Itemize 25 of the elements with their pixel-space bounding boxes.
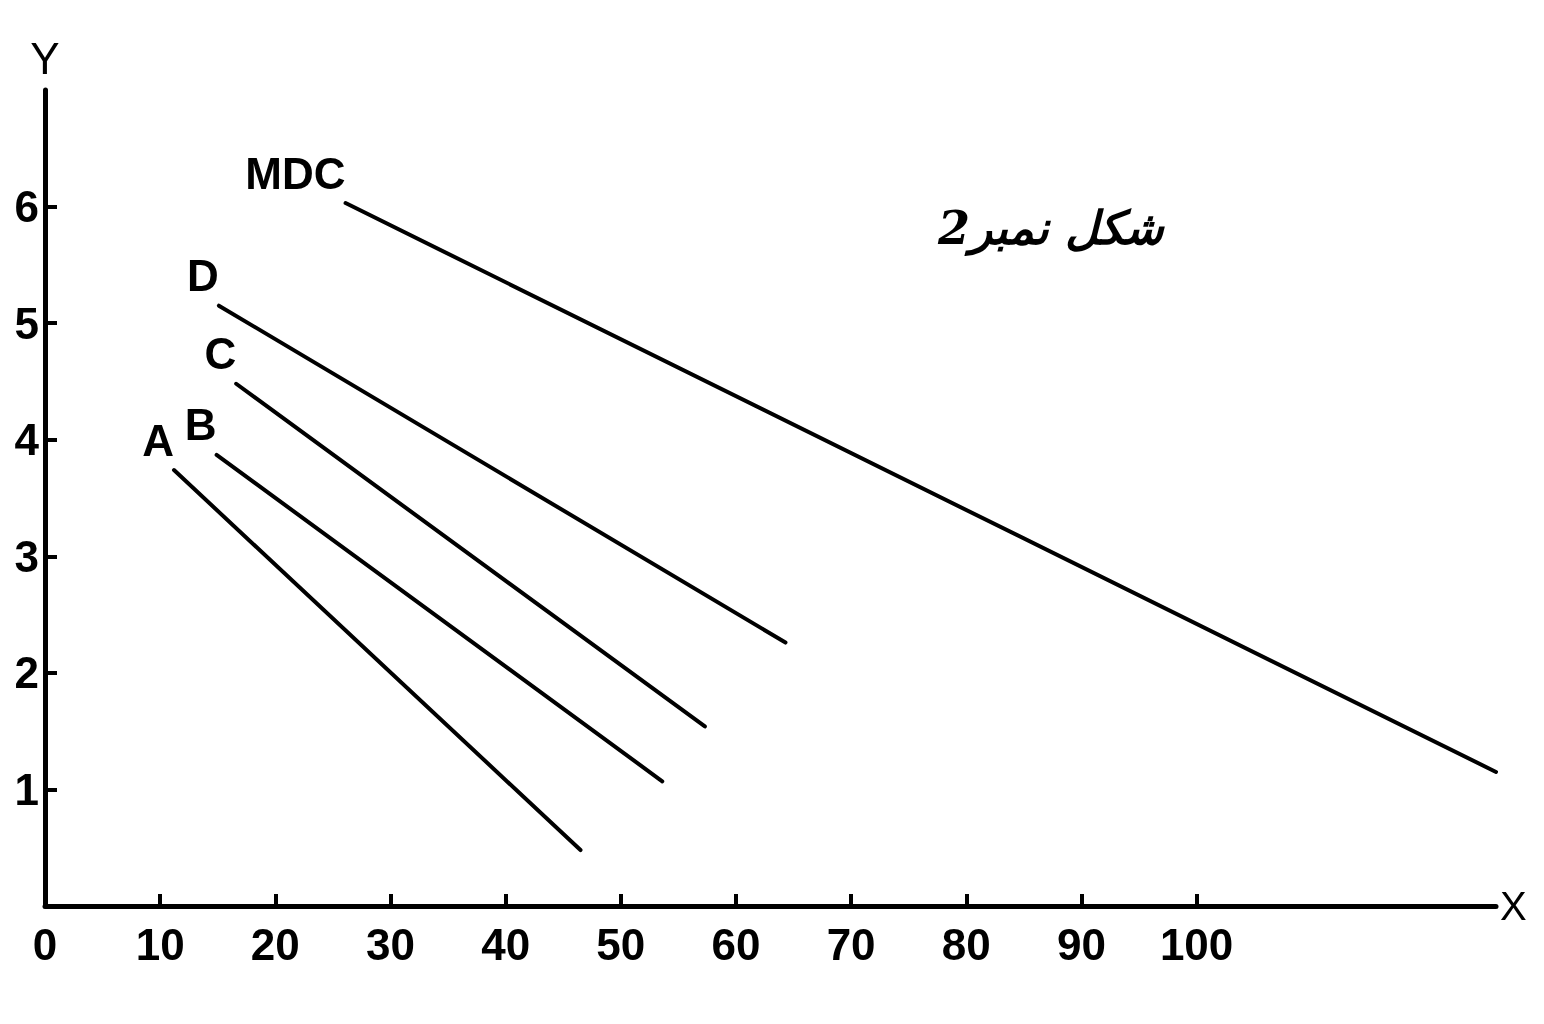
x-axis-title: X [1500, 884, 1527, 928]
y-tick-label: 4 [14, 415, 40, 465]
y-tick-label: 1 [14, 764, 39, 814]
x-tick-label: 50 [596, 919, 646, 969]
x-tick-label: 20 [250, 919, 300, 969]
x-tick-label: 60 [711, 919, 761, 969]
x-tick-label: 100 [1159, 919, 1234, 969]
x-tick-label: 40 [481, 919, 531, 969]
y-tick-label: 6 [14, 182, 39, 232]
y-tick-label: 5 [14, 298, 39, 348]
y-axis-title: Y [30, 33, 60, 83]
x-tick-label: 10 [135, 919, 185, 969]
series-label: D [187, 251, 219, 301]
y-tick-label: 2 [14, 648, 39, 698]
series-label: MDC [245, 148, 346, 198]
y-tick-label: 3 [14, 531, 39, 581]
series-label: A [142, 415, 174, 465]
annotation: شکل نمبر2 [936, 201, 1166, 256]
x-tick-label: 70 [826, 919, 876, 969]
series-label: B [184, 400, 217, 450]
x-tick-label: 30 [366, 919, 415, 969]
x-tick-label: 80 [941, 919, 991, 969]
x-tick-label: 90 [1056, 919, 1106, 969]
x-tick-label: 0 [32, 919, 58, 969]
series-label: C [204, 329, 237, 379]
